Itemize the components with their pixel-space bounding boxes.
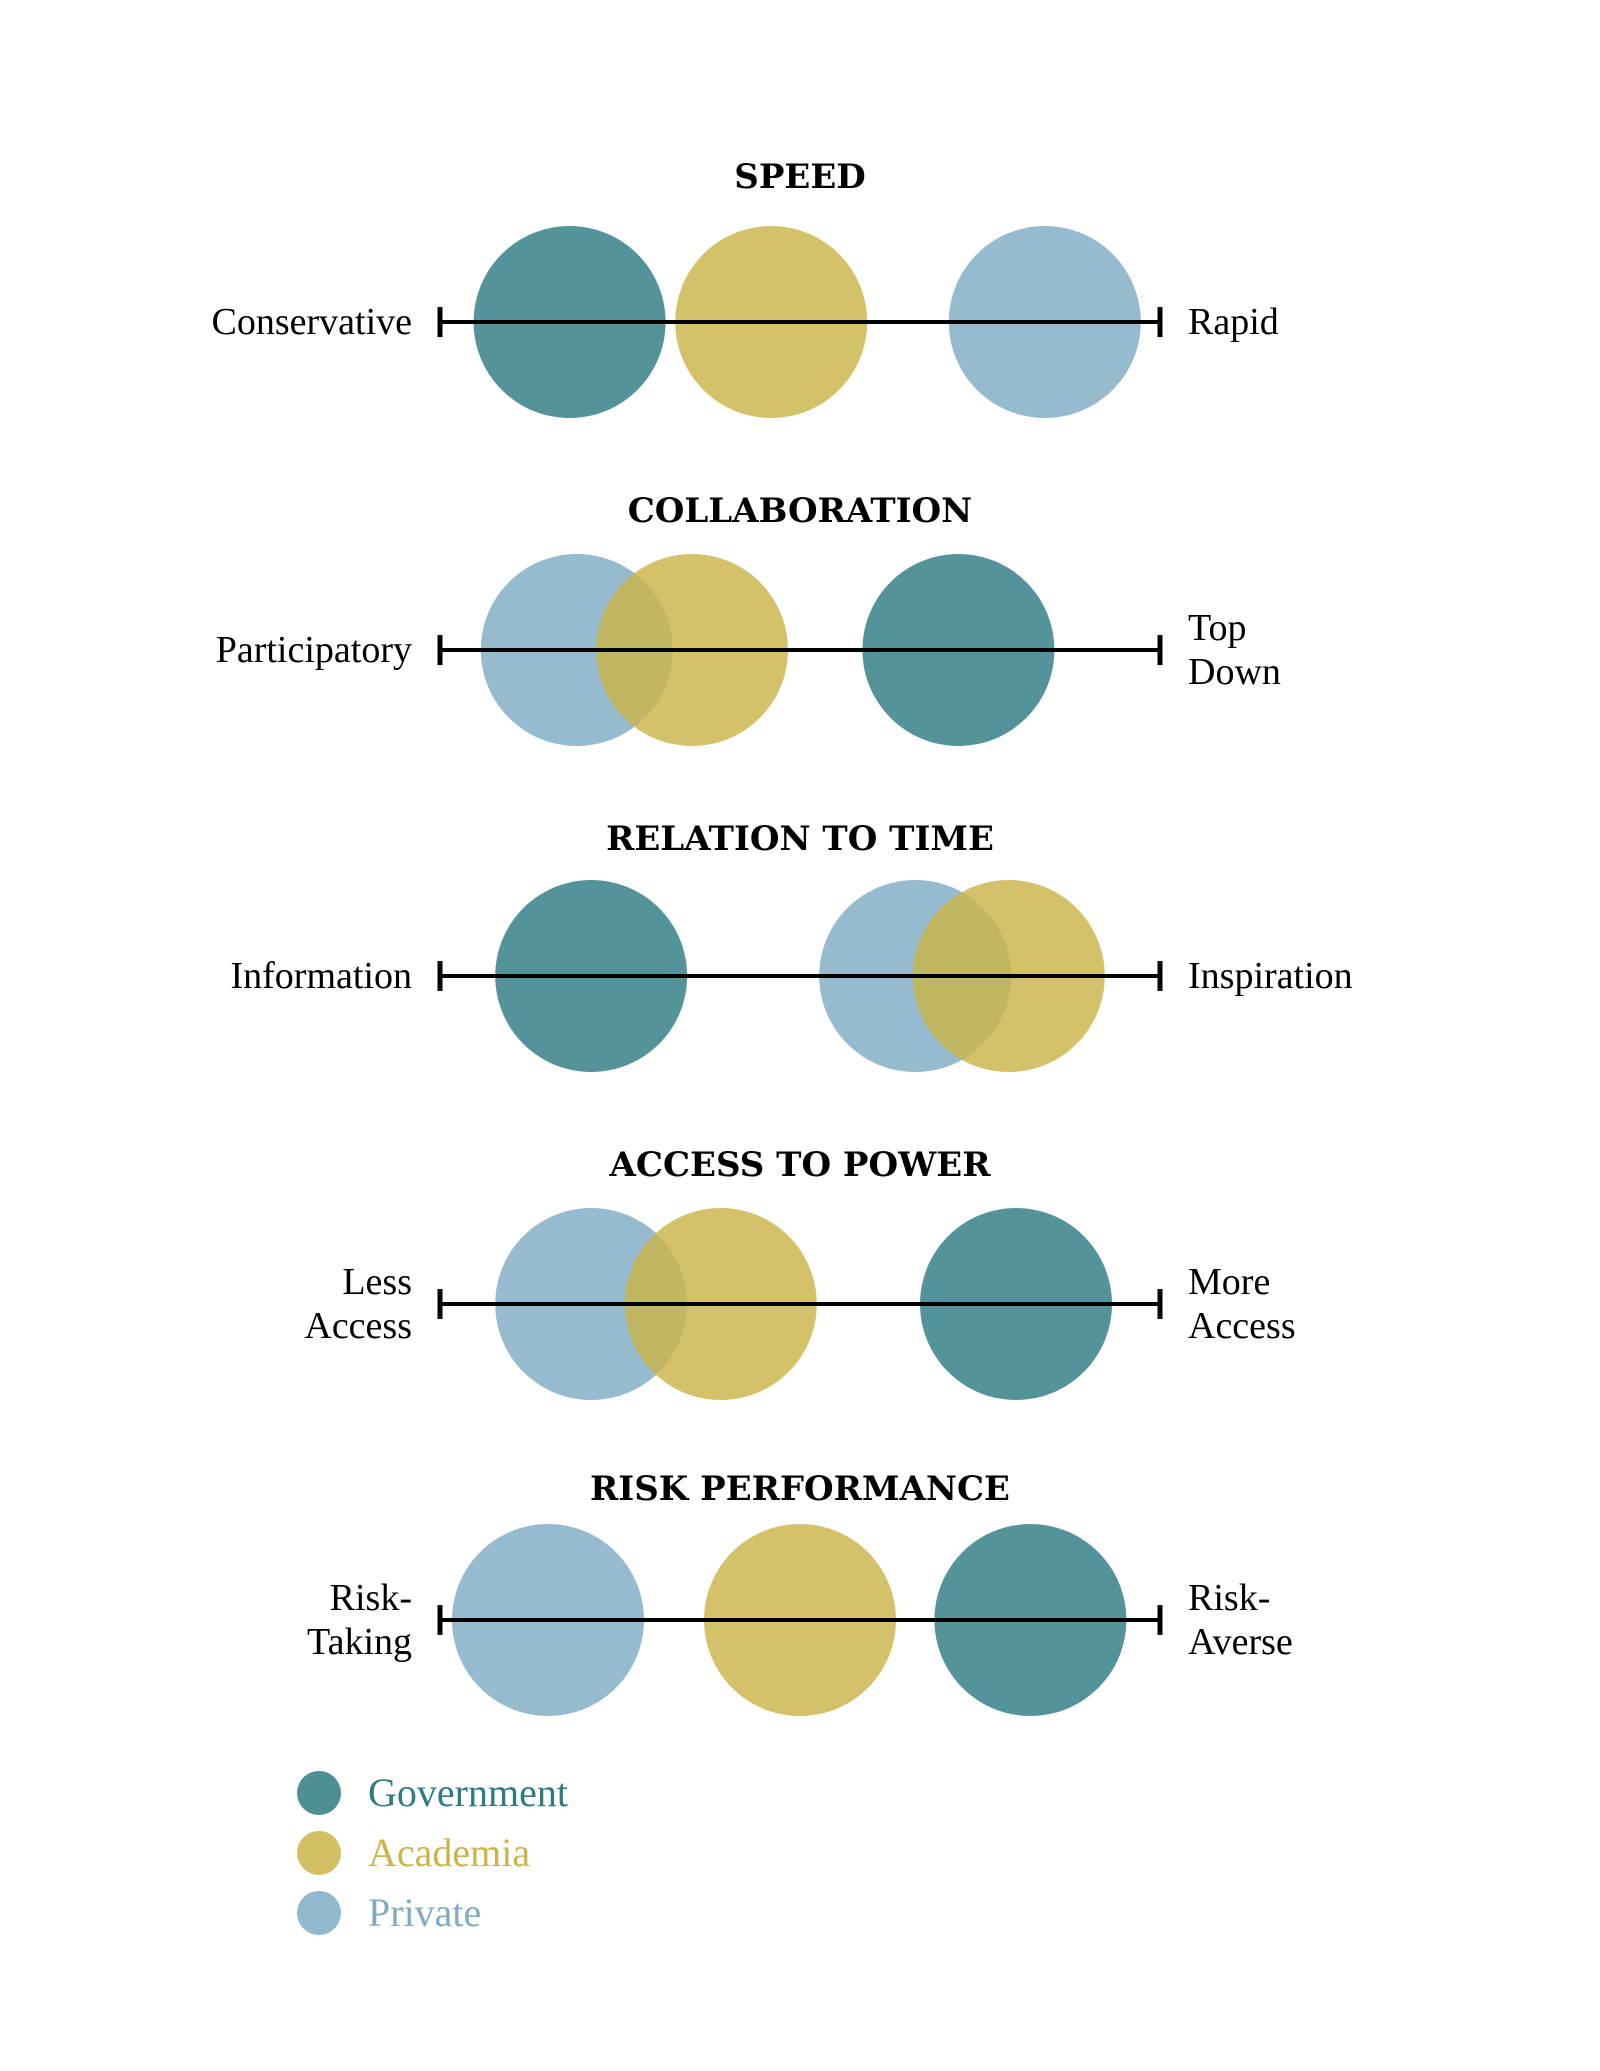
risk-performance-left-label-line-2: Taking xyxy=(307,1621,412,1663)
relation-to-time-right-label-line-1: Inspiration xyxy=(1188,955,1353,997)
legend-government-swatch xyxy=(297,1771,341,1815)
access-to-power-right-label-line-1: More xyxy=(1188,1261,1270,1303)
speed-right-label-line-1: Rapid xyxy=(1188,301,1279,343)
collaboration-title: COLLABORATION xyxy=(628,491,973,531)
risk-performance-left-label-line-1: Risk- xyxy=(330,1577,412,1619)
legend-academia-label: Academia xyxy=(368,1830,530,1875)
collaboration-right-label-line-1: Top xyxy=(1188,607,1247,649)
risk-performance-right-label-line-1: Risk- xyxy=(1188,1577,1270,1619)
access-to-power-title: ACCESS TO POWER xyxy=(609,1145,992,1185)
risk-performance-right-label-line-2: Averse xyxy=(1188,1621,1293,1663)
collaboration-left-label-line-1: Participatory xyxy=(216,629,412,671)
risk-performance-title: RISK PERFORMANCE xyxy=(590,1469,1010,1509)
legend-academia-swatch xyxy=(297,1831,341,1875)
legend-private-label: Private xyxy=(368,1890,481,1935)
access-to-power-left-label-line-2: Access xyxy=(304,1305,412,1347)
speed-left-label-line-1: Conservative xyxy=(211,301,412,343)
collaboration-right-label-line-2: Down xyxy=(1188,651,1281,693)
access-to-power-right-label-line-2: Access xyxy=(1188,1305,1296,1347)
speed-title: SPEED xyxy=(734,157,865,197)
relation-to-time-title: RELATION TO TIME xyxy=(606,819,994,859)
relation-to-time-left-label-line-1: Information xyxy=(230,955,412,997)
access-to-power-left-label-line-1: Less xyxy=(342,1261,412,1303)
legend-government-label: Government xyxy=(368,1770,568,1815)
legend-private-swatch xyxy=(297,1891,341,1935)
